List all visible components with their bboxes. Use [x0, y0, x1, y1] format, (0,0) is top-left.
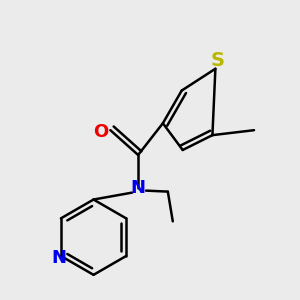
Text: O: O — [93, 123, 108, 141]
Text: N: N — [130, 178, 146, 196]
Text: N: N — [51, 249, 66, 267]
Text: S: S — [210, 51, 224, 70]
